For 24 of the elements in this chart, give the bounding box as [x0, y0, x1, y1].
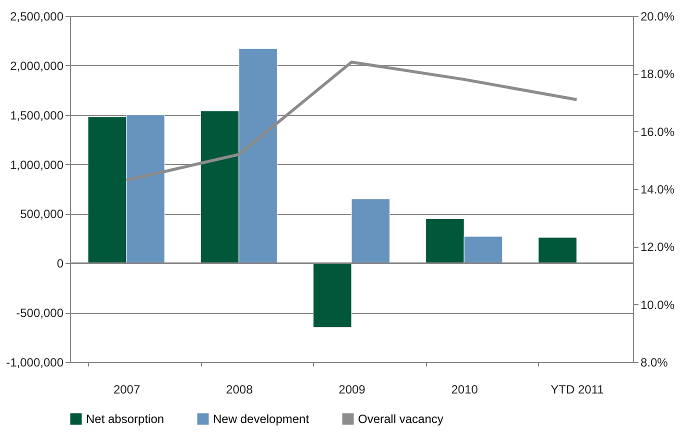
y-tick-label: -500,000 — [16, 306, 64, 320]
y2-tick-label: 14.0% — [640, 182, 675, 196]
x-tick-label: 2010 — [451, 382, 478, 396]
y2-tick-label: 12.0% — [640, 240, 675, 254]
y2-tick-label: 20.0% — [640, 10, 675, 24]
x-tick-label: 2009 — [338, 382, 366, 396]
y-tick-label: 1,500,000 — [10, 108, 64, 122]
y2-tick-label: 8.0% — [640, 356, 668, 370]
x-tick-label: YTD 2011 — [550, 382, 604, 396]
bar — [538, 237, 577, 264]
y-tick-label: 2,500,000 — [10, 10, 64, 24]
y-tick-label: -1,000,000 — [6, 356, 64, 370]
x-tick-label: 2007 — [113, 382, 140, 396]
y-tick-label: 2,000,000 — [10, 58, 64, 73]
y-tick-label: 500,000 — [20, 207, 64, 222]
y-tick-label: 1,000,000 — [10, 158, 64, 172]
y-tick-label: 0 — [56, 256, 64, 271]
legend-label: Net absorption — [86, 412, 164, 426]
legend-label: Overall vacancy — [358, 412, 444, 426]
legend-label: New development — [213, 412, 310, 426]
y2-tick-label: 18.0% — [640, 67, 675, 82]
y2-tick-label: 16.0% — [640, 124, 675, 139]
y2-tick-label: 10.0% — [640, 298, 675, 312]
x-tick-label: 2008 — [226, 382, 254, 396]
